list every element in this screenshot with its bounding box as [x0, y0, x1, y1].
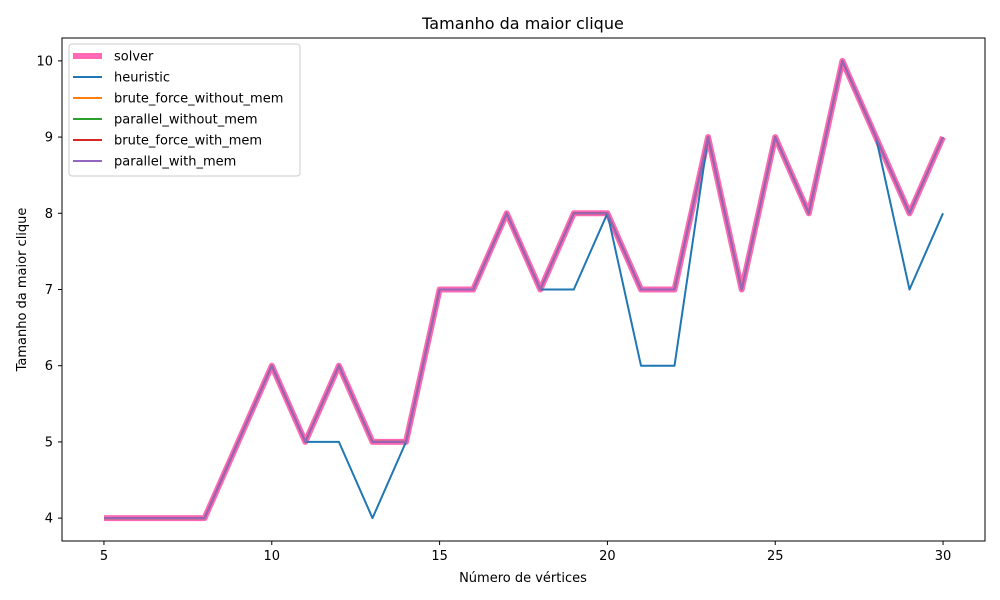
plot-series	[104, 57, 946, 522]
y-tick-label: 8	[45, 207, 53, 222]
legend-label-solver: solver	[114, 50, 154, 65]
x-tick-label: 15	[431, 549, 448, 564]
y-tick-label: 10	[36, 54, 53, 69]
y-axis: 4 5 6 7 8 9 10	[36, 54, 62, 527]
x-tick-label: 10	[263, 549, 280, 564]
x-tick-label: 25	[767, 549, 784, 564]
legend-label-parallel-without-mem: parallel_without_mem	[114, 113, 258, 128]
y-axis-title: Tamanho da maior clique	[15, 208, 30, 373]
x-axis: 5 10 15 20 25 30	[100, 541, 952, 564]
legend-box	[68, 43, 301, 177]
y-tick-label: 9	[45, 131, 53, 146]
x-axis-title: Número de vértices	[459, 571, 587, 586]
y-tick-label: 4	[45, 512, 53, 527]
legend-label-brute-force-with-mem: brute_force_with_mem	[114, 134, 262, 149]
legend-label-heuristic: heuristic	[114, 71, 170, 86]
chart-title: Tamanho da maior clique	[421, 14, 624, 33]
series-line-parallel-with-mem	[104, 59, 944, 520]
legend-label-parallel-with-mem: parallel_with_mem	[114, 155, 236, 170]
y-tick-label: 7	[45, 283, 53, 298]
legend-label-brute-force-without-mem: brute_force_without_mem	[114, 92, 283, 107]
y-tick-label: 5	[45, 435, 53, 450]
x-tick-label: 30	[935, 549, 952, 564]
x-tick-label: 5	[100, 549, 108, 564]
x-tick-label: 20	[599, 549, 616, 564]
y-tick-label: 6	[45, 359, 53, 374]
legend: solver heuristic brute_force_without_mempa…	[68, 43, 301, 177]
